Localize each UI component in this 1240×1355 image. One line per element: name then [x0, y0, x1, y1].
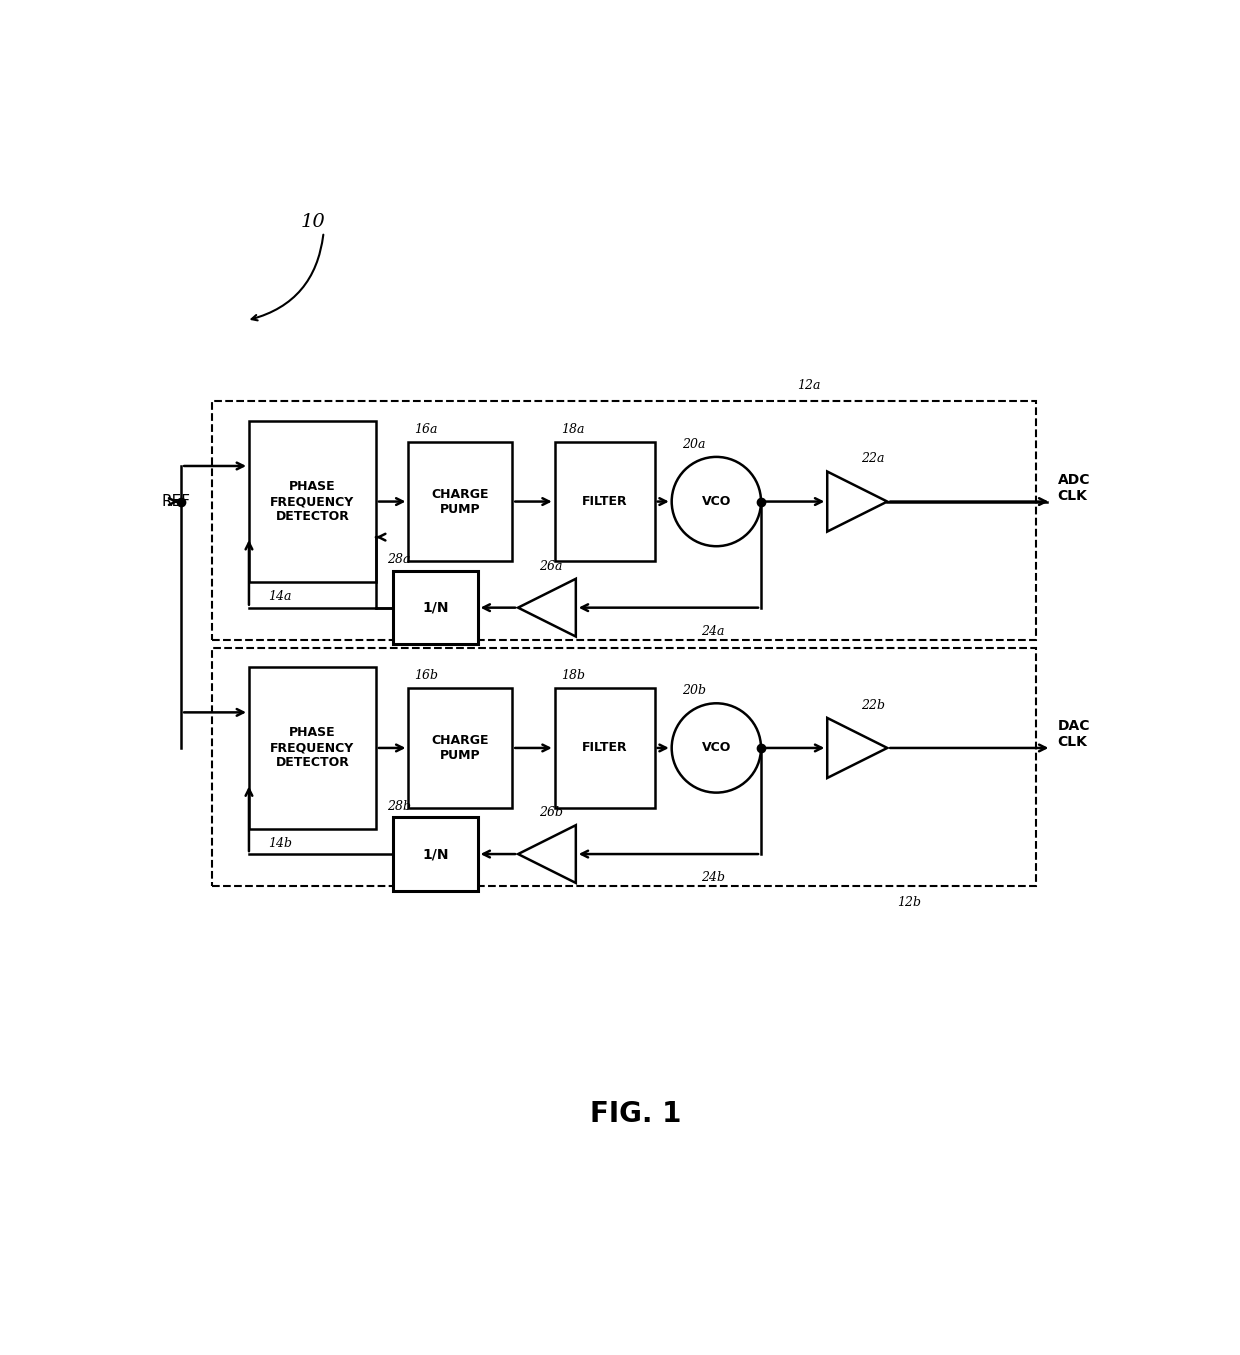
Text: 28b: 28b — [387, 799, 410, 813]
Text: 1/N: 1/N — [422, 847, 449, 860]
Text: FIG. 1: FIG. 1 — [590, 1099, 681, 1127]
Text: 22b: 22b — [861, 699, 885, 711]
Text: 10: 10 — [300, 213, 325, 230]
Bar — [554, 688, 655, 808]
Text: REF: REF — [162, 495, 191, 509]
Text: CHARGE
PUMP: CHARGE PUMP — [432, 488, 489, 515]
Polygon shape — [827, 472, 888, 531]
Text: 26b: 26b — [539, 806, 563, 818]
Bar — [393, 817, 477, 890]
Bar — [249, 420, 376, 583]
Bar — [249, 667, 376, 829]
Text: 14a: 14a — [268, 591, 291, 603]
Text: PHASE
FREQUENCY
DETECTOR: PHASE FREQUENCY DETECTOR — [270, 726, 355, 770]
Text: 18b: 18b — [560, 669, 585, 682]
Circle shape — [672, 703, 761, 793]
Bar — [212, 401, 1035, 640]
Text: FILTER: FILTER — [582, 741, 627, 755]
Text: PHASE
FREQUENCY
DETECTOR: PHASE FREQUENCY DETECTOR — [270, 480, 355, 523]
Text: 24b: 24b — [701, 871, 725, 883]
Polygon shape — [518, 579, 575, 637]
Circle shape — [672, 457, 761, 546]
FancyArrowPatch shape — [252, 234, 324, 320]
Bar — [408, 442, 512, 561]
Text: 14b: 14b — [268, 836, 293, 850]
Text: FILTER: FILTER — [582, 495, 627, 508]
Text: 12b: 12b — [898, 896, 921, 909]
Polygon shape — [827, 718, 888, 778]
Bar — [212, 648, 1035, 886]
Bar — [408, 688, 512, 808]
Text: 20b: 20b — [682, 684, 706, 696]
Text: 1/N: 1/N — [422, 600, 449, 615]
Text: 18a: 18a — [560, 423, 584, 436]
Text: VCO: VCO — [702, 495, 732, 508]
Bar — [393, 570, 477, 644]
Bar — [554, 442, 655, 561]
Text: 12a: 12a — [797, 379, 821, 392]
Text: 16a: 16a — [414, 423, 438, 436]
Text: 24a: 24a — [701, 625, 724, 638]
Text: 28a: 28a — [387, 553, 410, 566]
Text: ADC
CLK: ADC CLK — [1058, 473, 1090, 503]
Text: DAC
CLK: DAC CLK — [1058, 720, 1090, 749]
Text: 26a: 26a — [539, 560, 563, 573]
Text: 20a: 20a — [682, 438, 706, 451]
Polygon shape — [518, 825, 575, 883]
Text: 16b: 16b — [414, 669, 439, 682]
Text: VCO: VCO — [702, 741, 732, 755]
Text: CHARGE
PUMP: CHARGE PUMP — [432, 734, 489, 762]
Text: 22a: 22a — [861, 453, 884, 465]
